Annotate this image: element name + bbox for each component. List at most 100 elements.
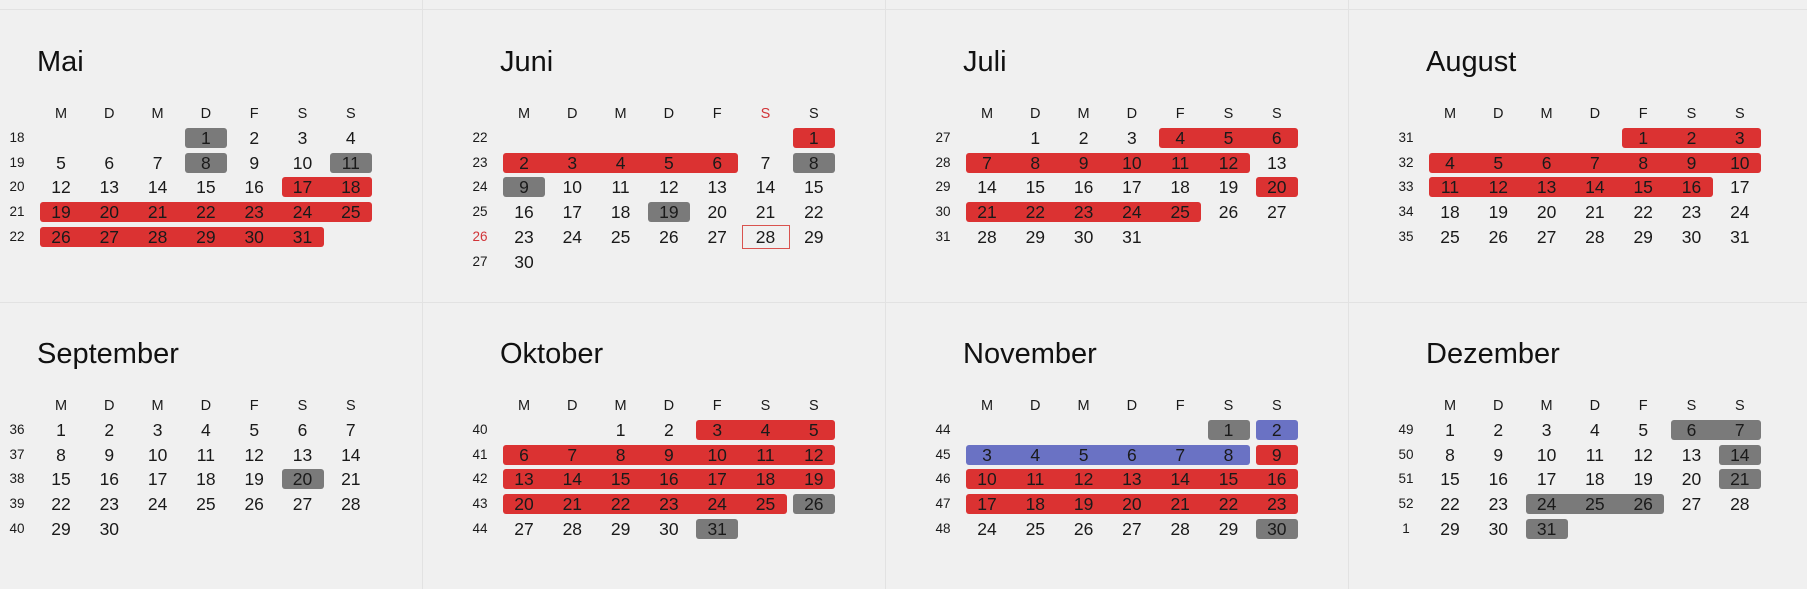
day-cell[interactable]: 26 (244, 494, 264, 515)
day-cell[interactable]: 12 (1633, 444, 1653, 465)
day-cell[interactable]: 18 (1585, 469, 1605, 490)
day-cell[interactable]: 6 (1686, 420, 1697, 440)
day-cell[interactable]: 27 (1536, 226, 1557, 247)
day-cell[interactable]: 9 (664, 444, 674, 465)
day-cell[interactable]: 13 (707, 177, 727, 198)
day-cell[interactable]: 23 (1073, 202, 1094, 223)
day-cell[interactable]: 27 (514, 518, 534, 539)
day-cell[interactable]: 6 (1541, 152, 1552, 173)
day-cell[interactable]: 5 (1223, 128, 1234, 148)
day-cell[interactable]: 5 (808, 420, 819, 440)
day-cell[interactable]: 9 (1686, 152, 1697, 173)
day-cell[interactable]: 9 (1271, 444, 1282, 465)
day-cell[interactable]: 9 (104, 444, 115, 465)
day-cell[interactable]: 6 (712, 152, 723, 173)
day-cell[interactable]: 19 (1633, 469, 1653, 490)
day-cell[interactable]: 17 (562, 202, 583, 223)
day-cell[interactable]: 6 (104, 152, 115, 173)
day-cell[interactable]: 20 (1681, 469, 1702, 490)
day-cell[interactable]: 12 (804, 444, 824, 465)
day-cell[interactable]: 1 (201, 128, 211, 148)
day-cell[interactable]: 17 (977, 494, 997, 515)
day-cell[interactable]: 10 (147, 444, 168, 465)
day-cell[interactable]: 15 (1218, 469, 1239, 490)
day-cell[interactable]: 4 (1590, 420, 1600, 440)
day-cell[interactable]: 13 (514, 469, 534, 490)
day-cell[interactable]: 16 (99, 469, 120, 490)
day-cell[interactable]: 26 (1633, 494, 1653, 515)
day-cell[interactable]: 10 (977, 469, 997, 490)
day-cell[interactable]: 8 (1638, 152, 1649, 173)
day-cell[interactable]: 23 (1267, 494, 1287, 515)
day-cell[interactable]: 15 (196, 177, 216, 198)
day-cell[interactable]: 14 (1730, 444, 1750, 465)
day-cell[interactable]: 10 (1730, 152, 1750, 173)
day-cell[interactable]: 9 (1493, 444, 1504, 465)
day-cell[interactable]: 7 (1175, 444, 1186, 465)
day-cell[interactable]: 26 (1488, 226, 1509, 247)
day-cell[interactable]: 2 (664, 420, 674, 440)
day-cell[interactable]: 14 (562, 469, 583, 490)
day-cell[interactable]: 2 (1493, 420, 1504, 440)
day-cell[interactable]: 29 (51, 518, 71, 539)
day-cell[interactable]: 20 (1267, 177, 1287, 198)
month-title[interactable]: Juli (963, 46, 1007, 78)
day-cell[interactable]: 10 (292, 152, 313, 173)
day-cell[interactable]: 30 (1681, 226, 1702, 247)
day-cell[interactable]: 29 (1025, 226, 1046, 247)
day-cell[interactable]: 23 (514, 226, 534, 247)
day-cell[interactable]: 26 (1218, 202, 1239, 223)
day-cell[interactable]: 4 (345, 128, 356, 148)
day-cell[interactable]: 29 (1440, 518, 1460, 539)
day-cell[interactable]: 26 (1073, 518, 1094, 539)
day-cell[interactable]: 4 (615, 152, 626, 173)
day-cell[interactable]: 31 (1536, 518, 1557, 539)
day-cell[interactable]: 18 (610, 202, 631, 223)
day-cell[interactable]: 3 (1127, 128, 1137, 148)
day-cell[interactable]: 4 (760, 420, 771, 440)
day-cell[interactable]: 26 (804, 494, 824, 515)
day-cell[interactable]: 27 (1681, 494, 1702, 515)
day-cell[interactable]: 19 (1218, 177, 1239, 198)
day-cell[interactable]: 20 (1122, 494, 1142, 515)
day-cell[interactable]: 31 (1730, 226, 1750, 247)
day-cell[interactable]: 12 (244, 444, 264, 465)
day-cell[interactable]: 22 (1218, 494, 1239, 515)
day-cell[interactable]: 7 (152, 152, 163, 173)
day-cell[interactable]: 13 (292, 444, 313, 465)
month-title[interactable]: Mai (37, 46, 84, 78)
day-cell[interactable]: 21 (562, 494, 583, 515)
day-cell[interactable]: 3 (567, 152, 578, 173)
day-cell[interactable]: 16 (1681, 177, 1702, 198)
day-cell[interactable]: 8 (1030, 152, 1041, 173)
day-cell[interactable]: 15 (610, 469, 631, 490)
day-cell[interactable]: 2 (1686, 128, 1697, 148)
day-cell[interactable]: 11 (1585, 444, 1604, 465)
day-cell[interactable]: 2 (249, 128, 260, 148)
day-cell[interactable]: 21 (1730, 469, 1750, 490)
month-title[interactable]: Dezember (1426, 338, 1560, 370)
day-cell[interactable]: 8 (1445, 444, 1455, 465)
day-cell[interactable]: 30 (1488, 518, 1509, 539)
day-cell[interactable]: 16 (1073, 177, 1094, 198)
day-cell[interactable]: 19 (244, 469, 264, 490)
day-cell[interactable]: 17 (1730, 177, 1750, 198)
day-cell[interactable]: 8 (56, 444, 66, 465)
day-cell[interactable]: 28 (1585, 226, 1605, 247)
day-cell[interactable]: 19 (659, 202, 679, 223)
day-cell[interactable]: 13 (1122, 469, 1142, 490)
day-cell[interactable]: 9 (519, 177, 529, 198)
day-cell[interactable]: 22 (610, 494, 631, 515)
day-cell[interactable]: 26 (659, 226, 679, 247)
day-cell[interactable]: 24 (977, 518, 997, 539)
day-cell[interactable]: 23 (244, 202, 264, 223)
day-cell[interactable]: 29 (804, 226, 824, 247)
day-cell[interactable]: 18 (755, 469, 776, 490)
day-cell[interactable]: 8 (201, 152, 211, 173)
day-cell[interactable]: 27 (99, 226, 120, 247)
day-cell[interactable]: 18 (1025, 494, 1046, 515)
day-cell[interactable]: 10 (1122, 152, 1142, 173)
day-cell[interactable]: 17 (1536, 469, 1557, 490)
day-cell[interactable]: 28 (1730, 494, 1750, 515)
day-cell[interactable]: 7 (1734, 420, 1745, 440)
